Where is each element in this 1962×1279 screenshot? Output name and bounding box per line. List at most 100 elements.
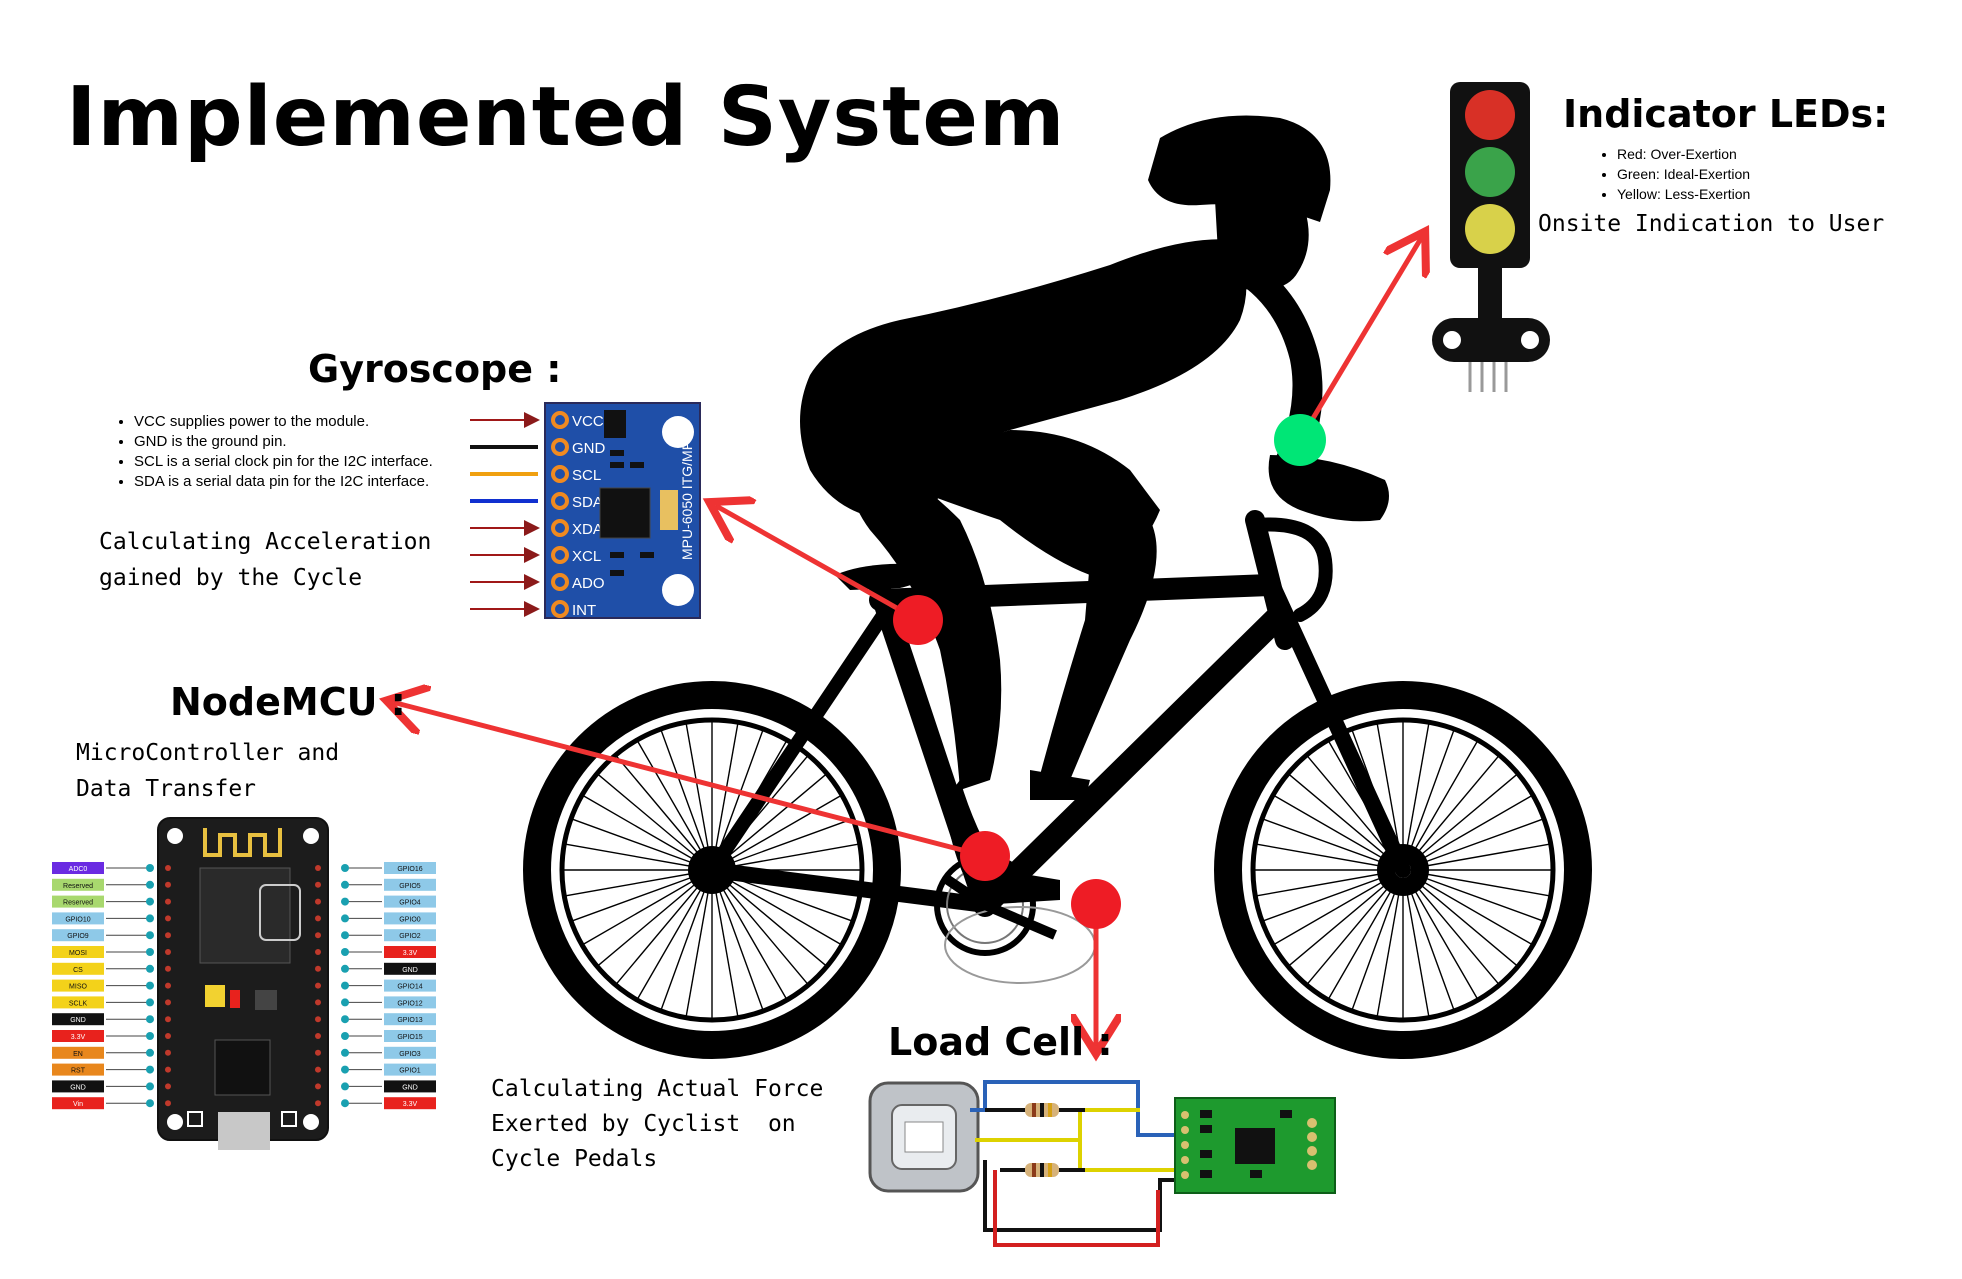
description-line: gained by the Cycle <box>99 565 363 591</box>
gyro-pin-label: INT <box>572 602 596 619</box>
gyro-pin-label: XCL <box>572 548 601 565</box>
load-cell-description: Calculating Actual Force Exerted by Cycl… <box>491 1072 823 1177</box>
bicycle-silhouette <box>523 510 1592 1059</box>
pin-label-box <box>384 996 436 1009</box>
svg-text:MPU-6050 ITG/MPU: MPU-6050 ITG/MPU <box>679 431 695 560</box>
pin-label-box <box>52 979 104 992</box>
nodemcu-pin-label: 3.3V <box>403 950 418 957</box>
gyroscope-pin-list: VCC supplies power to the module. GND is… <box>112 412 433 492</box>
list-item: GND is the ground pin. <box>134 432 433 452</box>
header-pin <box>165 1100 171 1107</box>
pin-pad <box>551 438 569 456</box>
nodemcu-pin-label: GND <box>70 1017 86 1024</box>
nodemcu-pin-label: GPIO5 <box>399 883 421 890</box>
list-item: SDA is a serial data pin for the I2C int… <box>134 472 433 492</box>
pin-dot <box>341 880 349 889</box>
nodemcu-pin-label: GPIO2 <box>399 933 421 940</box>
pin-label-box <box>384 979 436 992</box>
nodemcu-pin-label: EN <box>73 1051 83 1058</box>
pin-label-box <box>384 1097 436 1110</box>
header-pin <box>165 1033 171 1039</box>
nodemcu-pin-label: GND <box>70 1084 86 1091</box>
pin-dot <box>146 897 154 906</box>
nodemcu-pin-label: GPIO14 <box>397 984 422 991</box>
pin-dot <box>341 864 349 872</box>
pin-label-box <box>384 878 436 891</box>
header-pin <box>165 965 171 972</box>
pin-dot <box>146 880 154 889</box>
nodemcu-pin-label: MISO <box>69 984 87 991</box>
nodemcu-pin-label: 3.3V <box>71 1034 86 1041</box>
description-line: Data Transfer <box>76 776 257 802</box>
nodemcu-pin-label: GPIO15 <box>397 1034 422 1041</box>
description-line: Exerted by Cyclist on <box>491 1111 796 1137</box>
header-pin <box>315 982 321 989</box>
nodemcu-heading: NodeMCU : <box>170 680 406 724</box>
pin-pad <box>551 546 569 564</box>
pin-label-box <box>384 895 436 908</box>
yellow-led-icon <box>1465 204 1515 254</box>
pin-dot <box>146 1032 154 1040</box>
description-line: MicroController and <box>76 740 340 766</box>
gyroscope-arrow <box>718 507 921 623</box>
load-cell-heading: Load Cell : <box>888 1020 1113 1064</box>
nodemcu-pin-label: RST <box>71 1068 86 1075</box>
header-pin <box>315 965 321 972</box>
gyro-pin-label: XDA <box>572 521 603 538</box>
pin-label-box <box>52 996 104 1009</box>
pin-label-box <box>52 878 104 891</box>
nodemcu-pin-label: GPIO12 <box>397 1000 422 1007</box>
indicator-description: Onsite Indication to User <box>1538 211 1885 237</box>
pin-label-box <box>384 962 436 975</box>
load-cell-module-image <box>868 1080 1336 1247</box>
list-item: Red: Over-Exertion <box>1617 144 1750 164</box>
nodemcu-pin-label: SCLK <box>69 1000 88 1007</box>
list-item: Yellow: Less-Exertion <box>1617 184 1750 204</box>
pin-dot <box>341 897 349 906</box>
description-line: Cycle Pedals <box>491 1146 658 1172</box>
nodemcu-pin-label: GPIO13 <box>397 1017 422 1024</box>
pin-label-box <box>384 1013 436 1026</box>
header-pin <box>165 881 171 888</box>
nodemcu-pin-label: GPIO4 <box>399 900 421 907</box>
pin-label-box <box>52 1097 104 1110</box>
header-pin <box>165 1016 171 1023</box>
header-pin <box>165 1066 171 1073</box>
pin-pad <box>551 573 569 591</box>
nodemcu-marker <box>960 831 1010 881</box>
pin-dot <box>341 948 349 956</box>
pin-dot <box>341 1032 349 1040</box>
pin-dot <box>341 931 349 940</box>
pin-label-box <box>384 862 436 874</box>
header-pin <box>165 932 171 939</box>
pin-label-box <box>52 1063 104 1076</box>
pin-label-box <box>52 946 104 958</box>
nodemcu-pin-label: ADC0 <box>69 866 88 873</box>
pin-dot <box>146 914 154 923</box>
nodemcu-pin-label: GND <box>402 1084 418 1091</box>
pin-label-box <box>52 1080 104 1093</box>
gyroscope-module-image: VCC GND SCL SDA XDA XCL ADO INT MPU-6050 ITG/MP… <box>470 402 701 619</box>
pin-label-box <box>52 862 104 874</box>
header-pin <box>165 898 171 905</box>
pin-pad <box>551 411 569 429</box>
gyro-pin-label: GND <box>572 440 606 457</box>
gyro-pin-label: SCL <box>572 467 601 484</box>
green-led-icon <box>1465 147 1515 197</box>
pin-label-box <box>384 1046 436 1059</box>
pin-dot <box>341 1099 349 1108</box>
nodemcu-pin-label: GPIO3 <box>399 1051 421 1058</box>
header-pin <box>315 1016 321 1023</box>
gyro-pin-label: SDA <box>572 494 603 511</box>
pin-dot <box>146 981 154 990</box>
nodemcu-board-image: ADC0 Reserved Reserved GPIO10 GPIO9 MOSI CS MIS… <box>52 817 436 1150</box>
header-pin <box>165 982 171 989</box>
pin-pad <box>551 600 569 618</box>
description-line: Calculating Acceleration <box>99 529 432 555</box>
list-item: VCC supplies power to the module. <box>134 412 433 432</box>
pin-label-box <box>52 1046 104 1059</box>
pin-dot <box>341 981 349 990</box>
pin-dot <box>146 931 154 940</box>
header-pin <box>315 949 321 955</box>
